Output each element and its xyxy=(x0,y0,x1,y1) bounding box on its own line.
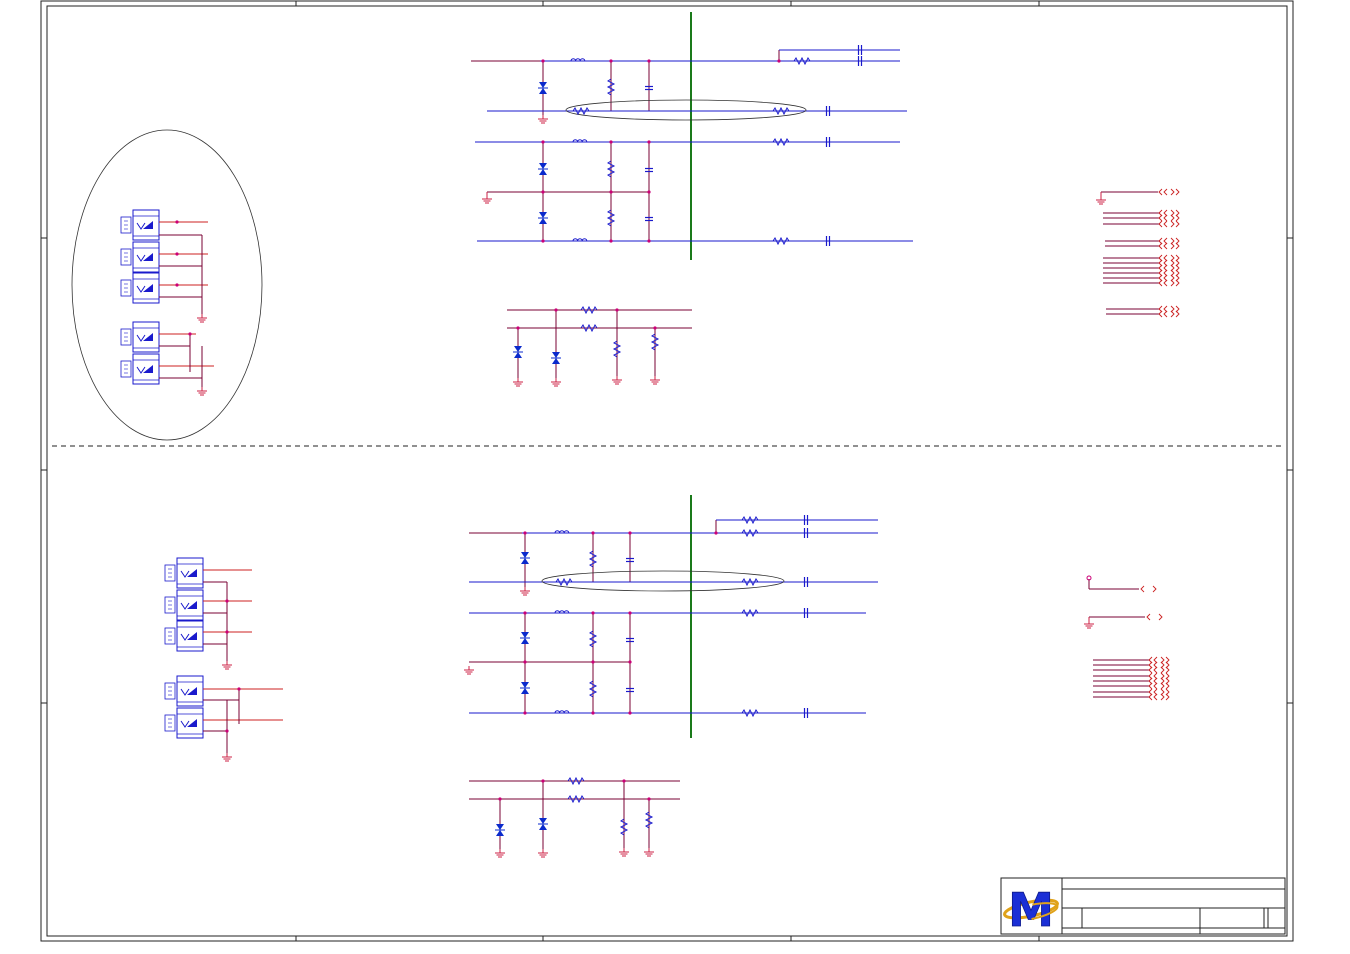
net-top-pair xyxy=(507,309,692,378)
sheet-frame xyxy=(40,0,1294,942)
connector-group-bottom xyxy=(164,557,283,762)
junctions-top xyxy=(516,59,781,330)
title-block: M xyxy=(1000,877,1286,937)
net-top-2 xyxy=(487,99,907,121)
net-ports-bottom xyxy=(1088,579,1150,698)
junctions-bottom xyxy=(498,531,718,801)
net-top-1 xyxy=(471,49,900,118)
bottom-section xyxy=(164,495,1170,858)
connector-group-top xyxy=(71,129,263,441)
net-bottom-1 xyxy=(469,519,878,588)
logo-letter: M xyxy=(1008,883,1054,937)
net-bottom-2 xyxy=(469,570,878,592)
net-top-3 xyxy=(475,141,913,242)
net-bottom-3 xyxy=(469,612,866,714)
top-section xyxy=(71,12,1180,441)
net-ports-top xyxy=(1100,191,1160,315)
m-logo-icon: M xyxy=(1003,883,1059,937)
